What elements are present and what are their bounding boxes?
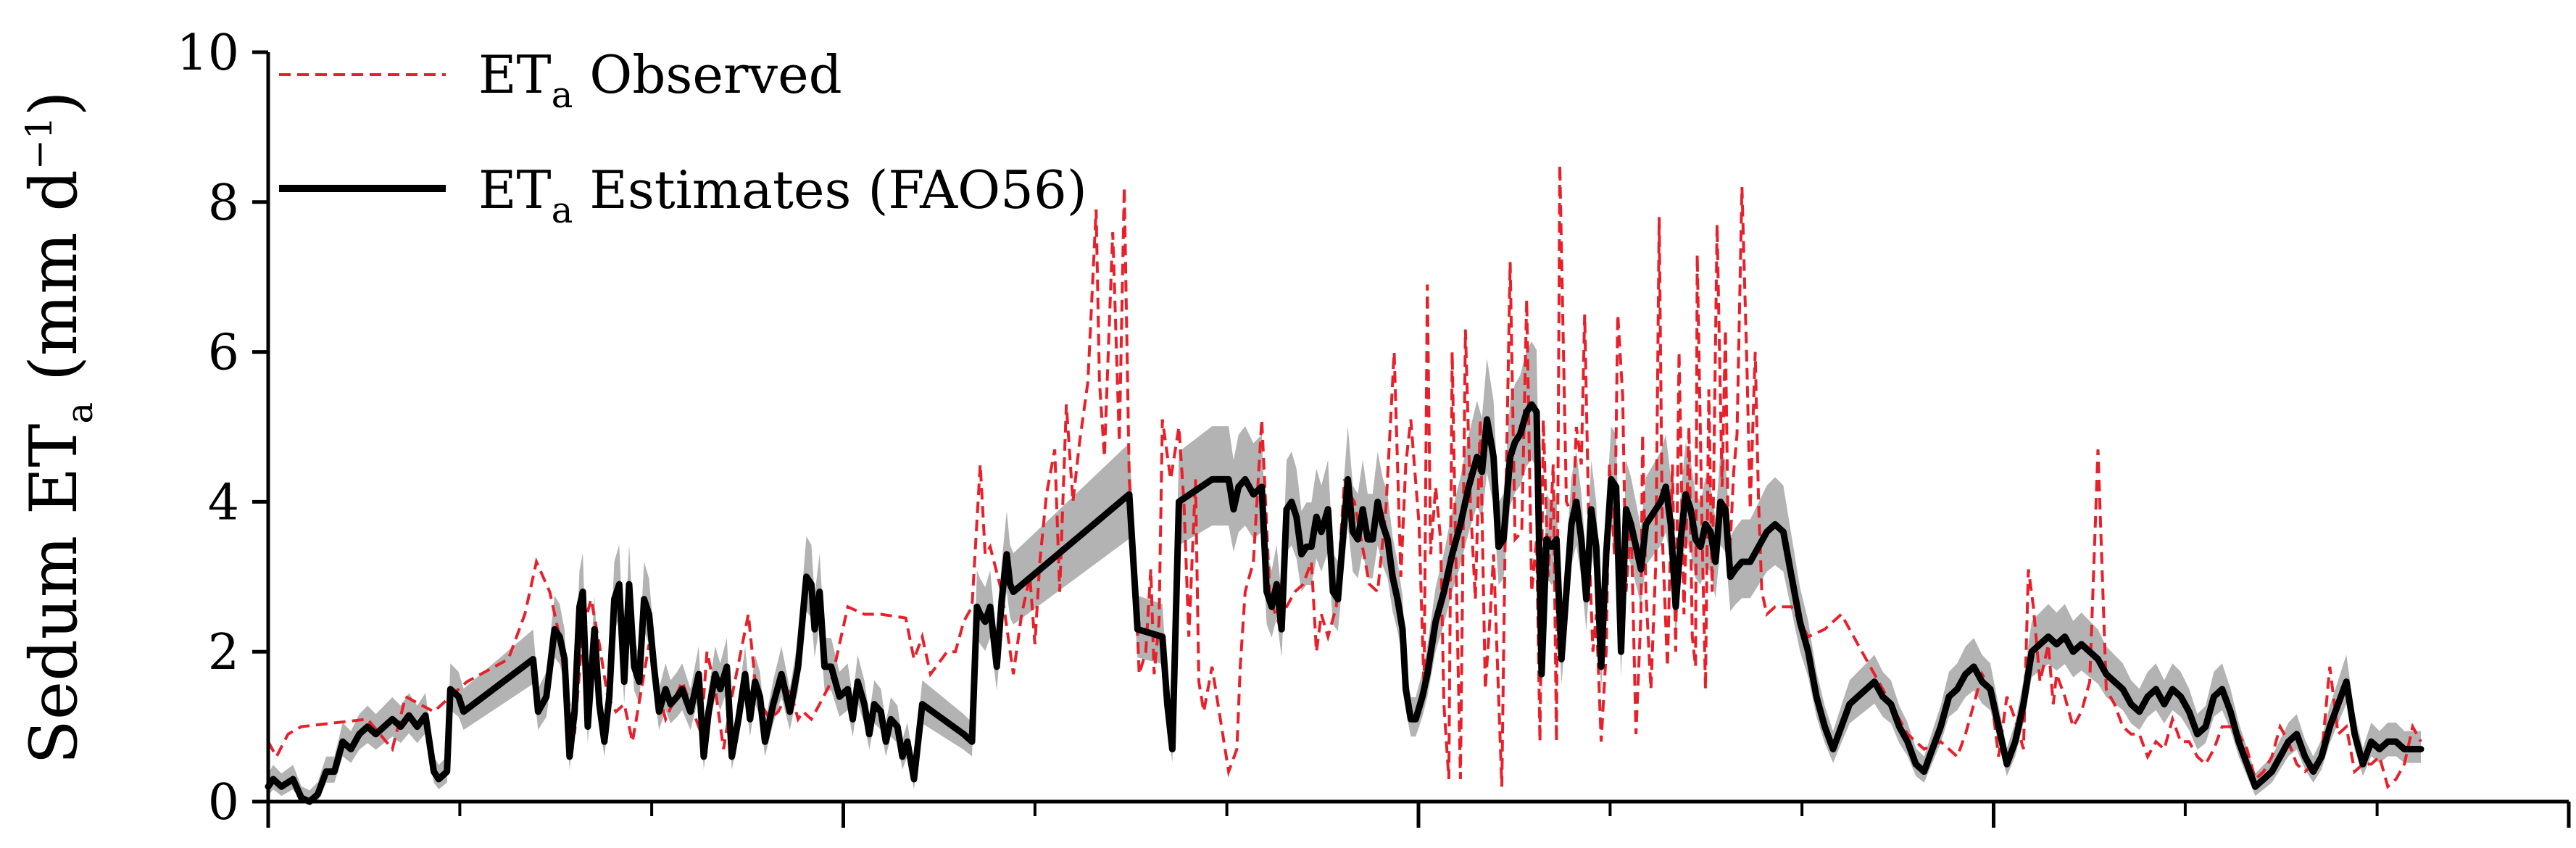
y-title-unit-close: ) xyxy=(16,91,92,116)
y-tick-label: 0 xyxy=(208,774,239,831)
y-title-subscript: a xyxy=(59,402,101,424)
y-axis-title: Sedum ETa (mm d−1) xyxy=(16,91,101,764)
legend-estimates-prefix: ET xyxy=(478,159,552,220)
estimate-range-band xyxy=(268,341,2421,802)
estimate-series-line xyxy=(265,401,2425,805)
x-tick-group xyxy=(266,802,2571,828)
y-tick-label: 8 xyxy=(208,175,239,232)
legend-label-estimates: ETa Estimates (FAO56) xyxy=(478,159,1087,231)
legend: ETa Observed ETa Estimates (FAO56) xyxy=(279,44,1087,231)
y-title-unit-sup: −1 xyxy=(18,116,60,170)
y-tick-label: 6 xyxy=(208,325,239,382)
legend-label-observed: ETa Observed xyxy=(478,44,842,116)
y-tick-group: 0 2 4 6 8 10 xyxy=(176,25,268,831)
legend-observed-prefix: ET xyxy=(478,44,552,105)
x-axis xyxy=(266,799,2571,828)
y-axis: 0 2 4 6 8 10 Sedum ETa (mm d−1) xyxy=(16,25,270,831)
legend-observed-suffix: Observed xyxy=(573,44,842,105)
plot-area xyxy=(265,165,2425,805)
observed-series-line xyxy=(267,165,2422,789)
legend-estimates-sub: a xyxy=(552,189,573,231)
y-tick-label: 2 xyxy=(208,624,239,681)
y-title-main: Sedum ET xyxy=(16,424,92,765)
y-tick-label: 4 xyxy=(208,474,239,531)
y-tick-label: 10 xyxy=(176,25,239,82)
legend-estimates-suffix: Estimates (FAO56) xyxy=(573,159,1087,220)
y-title-unit-open: (mm d xyxy=(16,170,92,402)
legend-observed-sub: a xyxy=(552,74,573,116)
